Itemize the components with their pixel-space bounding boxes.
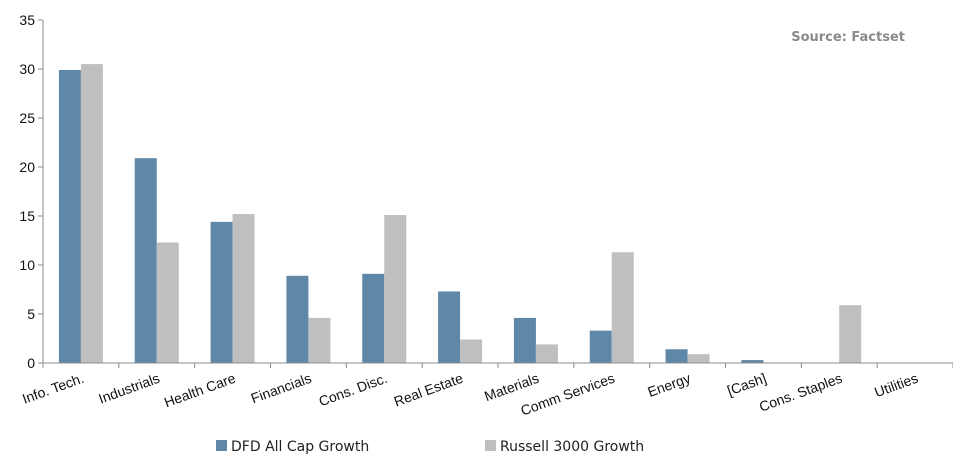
y-tick-label: 15 [19, 208, 35, 224]
bar-dfd [589, 330, 612, 363]
x-category-label: Cons. Staples [757, 370, 844, 415]
legend: DFD All Cap Growth Russell 3000 Growth [216, 439, 644, 455]
x-category-label: Financials [249, 370, 314, 407]
source-note: Source: Factset [791, 30, 905, 45]
y-tick-label: 30 [19, 61, 35, 77]
x-category-label: Info. Tech. [20, 370, 86, 407]
bar-russell [156, 242, 179, 363]
bar-russell [232, 214, 255, 363]
bar-russell [535, 344, 558, 363]
bar-russell [611, 252, 634, 363]
x-category-label: Health Care [162, 370, 238, 411]
legend-swatch-dfd [216, 440, 227, 451]
y-tick-label: 20 [19, 159, 35, 175]
y-tick-label: 5 [27, 306, 35, 322]
legend-label-dfd: DFD All Cap Growth [231, 439, 369, 455]
bar-russell [384, 215, 407, 363]
y-tick-label: 0 [27, 355, 35, 371]
bar-dfd [58, 69, 81, 363]
bar-dfd [513, 317, 536, 363]
x-axis: Info. Tech. Industrials Health Care Financi… [20, 362, 953, 419]
y-tick-label: 35 [19, 12, 35, 28]
x-category-label: Cons. Disc. [317, 370, 390, 410]
bar-dfd [134, 158, 157, 363]
legend-label-russell: Russell 3000 Growth [500, 439, 644, 455]
bar-russell [687, 354, 710, 363]
bar-russell [308, 317, 331, 363]
bars [58, 64, 862, 363]
bar-russell [839, 305, 862, 363]
bar-dfd [741, 360, 764, 363]
y-tick-label: 10 [19, 257, 35, 273]
bar-russell [80, 64, 103, 363]
x-category-label: Real Estate [392, 370, 466, 410]
y-tick-label: 25 [19, 110, 35, 126]
bar-russell [460, 339, 483, 363]
x-category-label: Energy [645, 370, 692, 400]
bar-dfd [286, 275, 309, 363]
bar-dfd [438, 291, 461, 363]
x-category-label: Utilities [872, 370, 920, 400]
bar-dfd [362, 273, 385, 363]
bar-dfd [665, 349, 688, 363]
legend-swatch-russell [485, 440, 496, 451]
x-category-label: [Cash] [725, 370, 769, 399]
x-category-label: Industrials [96, 370, 161, 407]
bar-dfd [210, 221, 233, 363]
y-axis: 0 5 10 15 20 25 30 35 [19, 12, 44, 371]
